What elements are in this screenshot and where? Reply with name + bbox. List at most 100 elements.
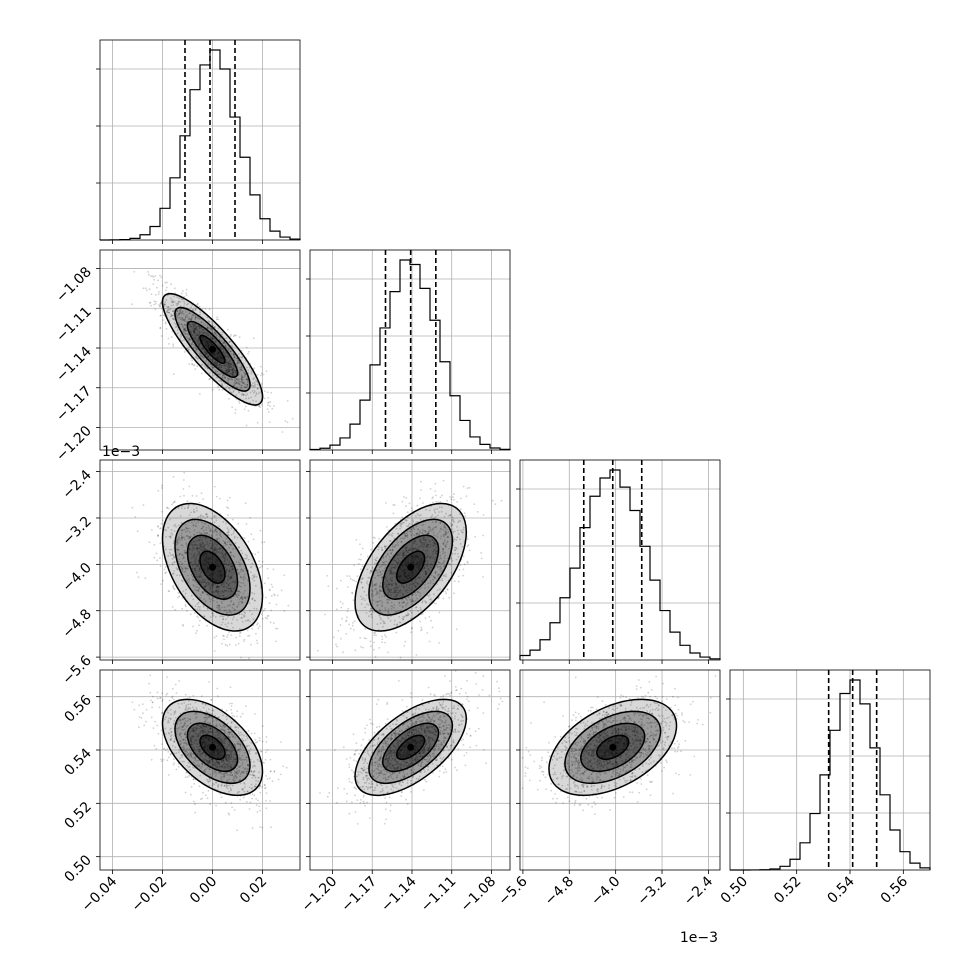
sample-point bbox=[433, 593, 435, 596]
sample-point bbox=[231, 369, 234, 372]
sample-point bbox=[200, 532, 203, 534]
sample-point bbox=[208, 320, 211, 323]
sample-point bbox=[197, 565, 200, 568]
sample-point bbox=[138, 716, 141, 718]
sample-point bbox=[163, 303, 166, 306]
sample-point bbox=[378, 614, 381, 617]
sample-point bbox=[214, 542, 216, 545]
sample-point bbox=[227, 370, 230, 373]
sample-point bbox=[410, 600, 412, 603]
sample-point bbox=[189, 338, 191, 341]
sample-point bbox=[200, 546, 203, 548]
sample-point bbox=[229, 359, 232, 362]
sample-point bbox=[167, 507, 170, 510]
sample-point bbox=[443, 515, 446, 518]
sample-point bbox=[184, 530, 187, 533]
sample-point bbox=[402, 593, 404, 596]
sample-point bbox=[401, 570, 404, 572]
sample-point bbox=[462, 568, 465, 571]
sample-point bbox=[396, 587, 399, 590]
sample-point bbox=[221, 621, 224, 624]
sample-point bbox=[197, 601, 200, 604]
sample-point bbox=[270, 391, 273, 394]
sample-point bbox=[192, 309, 194, 311]
sample-point bbox=[224, 555, 227, 557]
sample-point bbox=[238, 590, 240, 592]
sample-point bbox=[201, 340, 204, 343]
sample-point bbox=[225, 537, 228, 540]
sample-point bbox=[230, 353, 233, 355]
sample-point bbox=[372, 536, 375, 539]
sample-point bbox=[399, 575, 401, 578]
sample-point bbox=[480, 552, 482, 554]
sample-point bbox=[269, 400, 272, 403]
sample-point bbox=[430, 529, 433, 532]
sample-point bbox=[239, 798, 242, 801]
sample-point bbox=[211, 558, 213, 560]
sample-point bbox=[229, 686, 232, 689]
sample-point bbox=[376, 571, 379, 574]
sample-point bbox=[402, 552, 405, 554]
sample-point bbox=[404, 518, 406, 521]
sample-point bbox=[153, 303, 155, 306]
sample-point bbox=[241, 598, 244, 601]
sample-point bbox=[399, 527, 401, 530]
sample-point bbox=[194, 543, 197, 546]
sample-point bbox=[221, 340, 223, 343]
sample-point bbox=[228, 540, 231, 543]
sample-point bbox=[407, 578, 409, 580]
sample-point bbox=[412, 548, 415, 550]
sample-point bbox=[196, 565, 199, 568]
sample-point bbox=[206, 532, 209, 535]
sample-point bbox=[227, 378, 229, 380]
sample-point bbox=[203, 548, 206, 551]
sample-point bbox=[423, 541, 425, 544]
sample-point bbox=[167, 337, 170, 340]
sample-point bbox=[205, 555, 208, 557]
sample-point bbox=[434, 543, 437, 545]
sample-point bbox=[387, 651, 389, 654]
sample-point bbox=[216, 530, 219, 533]
sample-point bbox=[176, 554, 179, 557]
sample-point bbox=[263, 582, 266, 585]
sample-point bbox=[214, 572, 217, 574]
sample-point bbox=[403, 587, 405, 589]
sample-point bbox=[212, 531, 214, 534]
sample-point bbox=[422, 529, 425, 532]
sample-point bbox=[226, 361, 229, 364]
sample-point bbox=[190, 357, 193, 360]
sample-point bbox=[414, 586, 417, 589]
sample-point bbox=[173, 318, 176, 321]
sample-point bbox=[252, 391, 255, 394]
sample-point bbox=[382, 561, 384, 564]
sample-point bbox=[237, 572, 239, 574]
sample-point bbox=[195, 334, 198, 337]
sample-point bbox=[396, 562, 399, 564]
sample-point bbox=[160, 276, 163, 279]
sample-point bbox=[206, 566, 209, 568]
sample-point bbox=[233, 355, 236, 358]
sample-point bbox=[207, 344, 210, 347]
sample-point bbox=[230, 534, 233, 536]
sample-point bbox=[341, 671, 343, 673]
scatter-panel-1-2: −1.20−1.17−1.14−1.11−1.08 bbox=[53, 249, 301, 465]
sample-point bbox=[228, 743, 231, 746]
sample-point bbox=[202, 568, 205, 571]
sample-point bbox=[243, 557, 245, 560]
sample-point bbox=[419, 559, 422, 561]
sample-point bbox=[456, 536, 459, 538]
sample-point bbox=[148, 288, 151, 291]
sample-point bbox=[204, 324, 207, 327]
sample-point bbox=[427, 543, 430, 546]
sample-point bbox=[228, 576, 231, 578]
sample-point bbox=[215, 371, 217, 374]
sample-point bbox=[179, 495, 182, 498]
sample-point bbox=[447, 535, 449, 538]
sample-point bbox=[222, 615, 225, 618]
sample-point bbox=[208, 534, 210, 536]
sample-point bbox=[402, 569, 405, 572]
sample-point bbox=[172, 501, 175, 504]
sample-point bbox=[238, 563, 241, 565]
sample-point bbox=[194, 589, 197, 591]
sample-point bbox=[431, 552, 434, 555]
